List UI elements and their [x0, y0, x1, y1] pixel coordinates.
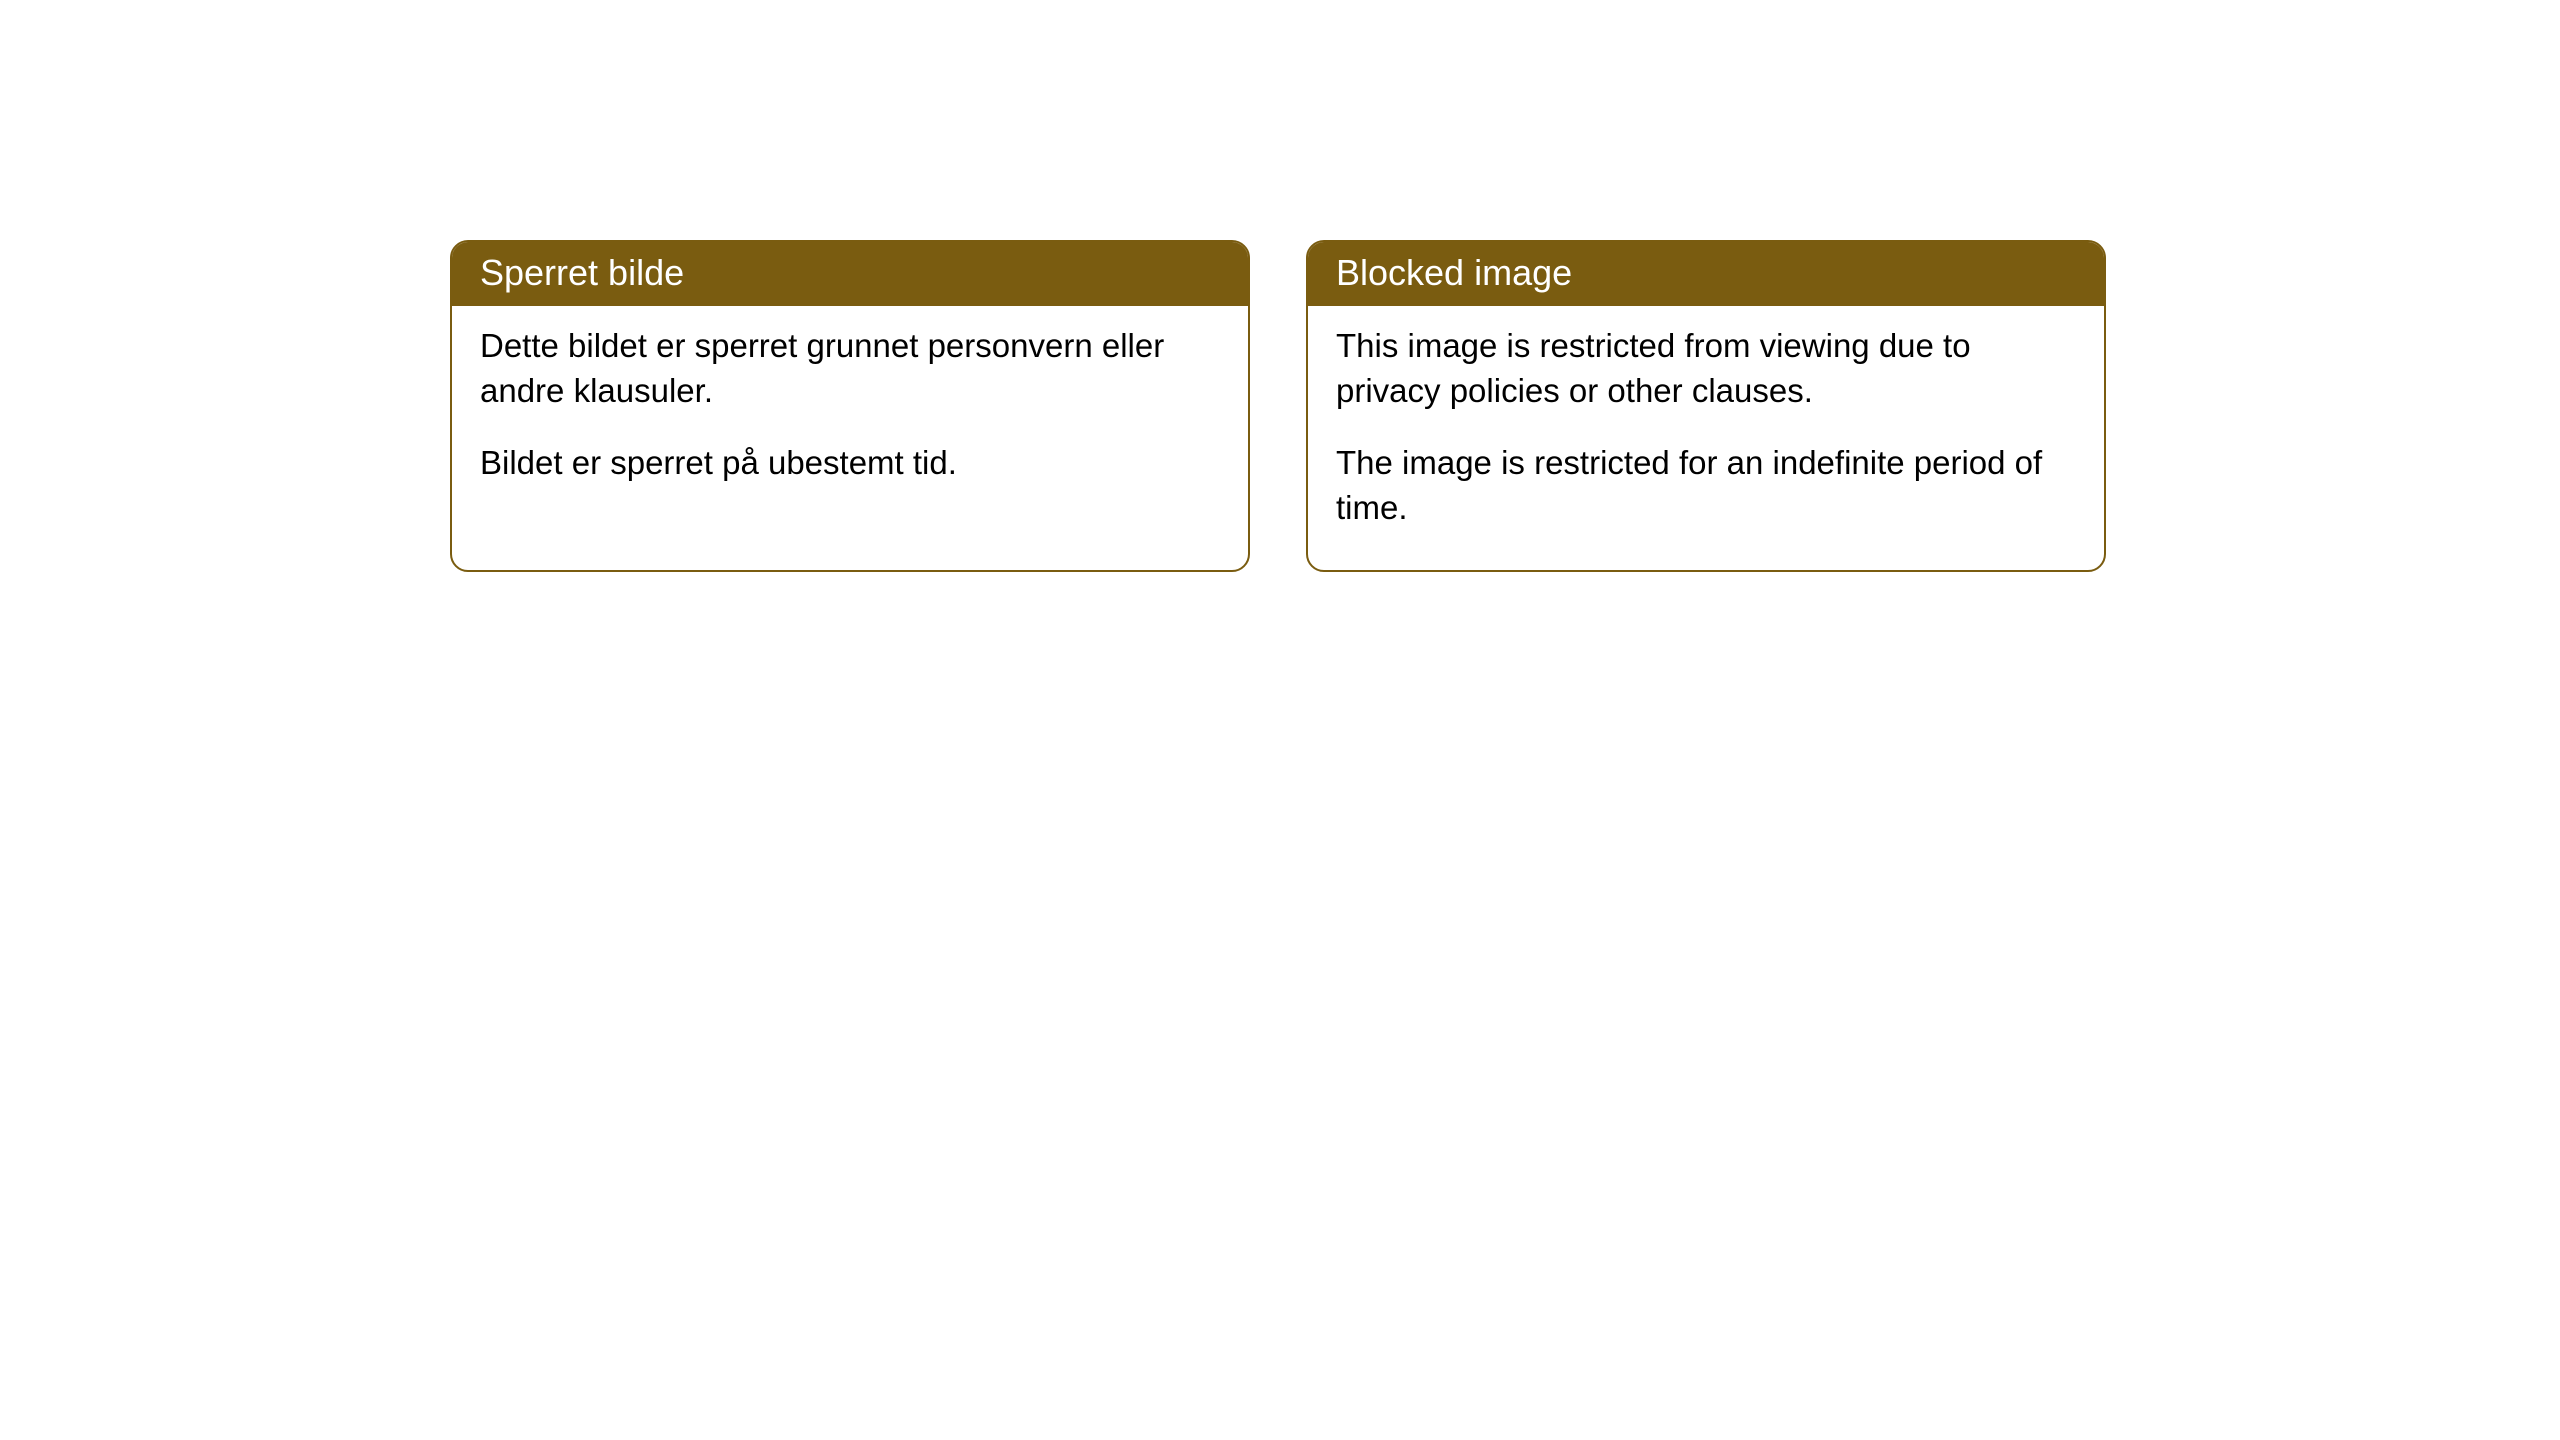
card-header: Sperret bilde: [452, 242, 1248, 306]
card-paragraph: Dette bildet er sperret grunnet personve…: [480, 324, 1220, 413]
card-title: Sperret bilde: [480, 252, 684, 293]
card-body: This image is restricted from viewing du…: [1308, 306, 2104, 570]
card-paragraph: This image is restricted from viewing du…: [1336, 324, 2076, 413]
card-title: Blocked image: [1336, 252, 1572, 293]
blocked-image-card-norwegian: Sperret bilde Dette bildet er sperret gr…: [450, 240, 1250, 572]
cards-container: Sperret bilde Dette bildet er sperret gr…: [450, 240, 2106, 572]
card-paragraph: The image is restricted for an indefinit…: [1336, 441, 2076, 530]
blocked-image-card-english: Blocked image This image is restricted f…: [1306, 240, 2106, 572]
card-header: Blocked image: [1308, 242, 2104, 306]
card-body: Dette bildet er sperret grunnet personve…: [452, 306, 1248, 526]
card-paragraph: Bildet er sperret på ubestemt tid.: [480, 441, 1220, 486]
